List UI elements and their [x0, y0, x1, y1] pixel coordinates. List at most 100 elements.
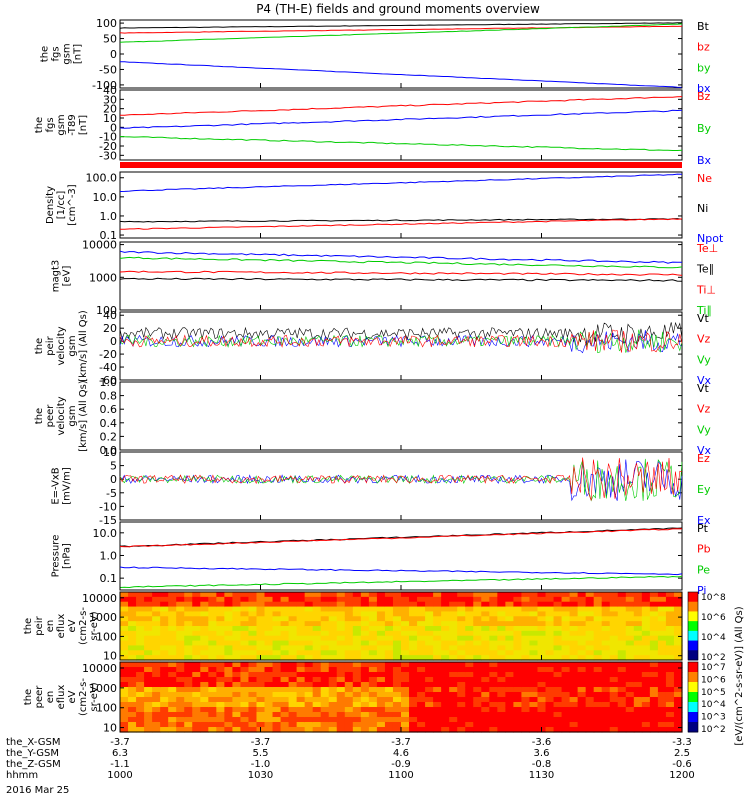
spec-cell	[216, 717, 225, 723]
spec-cell	[545, 682, 555, 688]
spec-cell	[465, 662, 474, 668]
spec-cell	[168, 606, 177, 613]
spec-cell	[168, 717, 177, 723]
spec-cell	[513, 702, 523, 708]
spec-cell	[144, 692, 153, 698]
spec-cell	[280, 635, 290, 642]
spec-cell	[256, 677, 266, 683]
y-axis-label-line: (cm2-s-	[78, 607, 89, 645]
spec-cell	[264, 630, 274, 637]
spec-cell	[304, 621, 314, 627]
spec-cell	[160, 727, 169, 733]
legend-Npot: Npot	[697, 232, 724, 245]
spec-cell	[529, 667, 539, 673]
spec-cell	[529, 606, 539, 613]
spec-cell	[176, 677, 185, 683]
spec-cell	[673, 601, 683, 608]
spec-cell	[457, 611, 466, 617]
spec-cell	[216, 640, 225, 647]
spec-cell	[128, 687, 137, 693]
spec-cell	[168, 672, 177, 678]
spec-cell	[168, 635, 177, 642]
spec-cell	[224, 630, 233, 637]
spec-cell	[344, 682, 354, 688]
spec-cell	[144, 592, 153, 598]
spec-cell	[633, 650, 643, 656]
spec-cell	[577, 611, 587, 617]
spec-cell	[288, 682, 298, 688]
spec-cell	[272, 692, 282, 698]
spec-cell	[344, 727, 354, 733]
spec-cell	[489, 592, 498, 598]
spec-cell	[481, 626, 490, 632]
spec-cell	[481, 596, 490, 603]
spec-cell	[320, 655, 330, 661]
spec-cell	[328, 677, 338, 683]
spec-cell	[328, 630, 338, 637]
spec-cell	[232, 697, 242, 703]
spec-cell	[569, 707, 579, 713]
spec-cell	[521, 717, 531, 723]
spec-cell	[392, 606, 402, 613]
spec-cell	[208, 655, 217, 661]
legend-By: By	[697, 122, 712, 135]
y-tick-label: 0	[110, 121, 117, 134]
spec-cell	[569, 596, 579, 603]
spec-cell	[248, 697, 258, 703]
spec-cell	[497, 667, 506, 673]
spec-cell	[168, 667, 177, 673]
spec-cell	[529, 621, 539, 627]
panels-group: 100500-50-100thefgsgsm[nT]Btbzbybx403020…	[23, 17, 745, 746]
spec-cell	[545, 611, 555, 617]
spec-cell	[224, 717, 233, 723]
spec-cell	[384, 655, 394, 661]
spec-cell	[649, 677, 659, 683]
spec-cell	[392, 727, 402, 733]
spec-cell	[144, 717, 153, 723]
y-tick-label: 10	[103, 650, 117, 663]
spec-cell	[401, 645, 410, 651]
spec-cell	[376, 601, 386, 608]
spec-cell	[152, 672, 161, 678]
spec-cell	[449, 635, 458, 642]
spec-cell	[649, 727, 659, 733]
spec-cell	[136, 717, 145, 723]
spec-cell	[537, 630, 547, 637]
spec-cell	[521, 712, 531, 718]
spec-cell	[120, 707, 129, 713]
spec-cell	[352, 596, 362, 603]
spec-cell	[417, 611, 426, 617]
spec-cell	[513, 635, 523, 642]
spec-cell	[312, 616, 322, 622]
spec-cell	[553, 616, 563, 622]
spec-cell	[152, 717, 161, 723]
spec-cell	[425, 697, 434, 703]
spec-cell	[288, 601, 298, 608]
spec-cell	[128, 692, 137, 698]
spec-cell	[256, 702, 266, 708]
spec-cell	[280, 697, 290, 703]
spec-cell	[633, 672, 643, 678]
spec-cell	[465, 697, 474, 703]
spec-cell	[609, 677, 619, 683]
spec-cell	[609, 635, 619, 642]
y-axis-label-line: peir	[34, 615, 45, 635]
spec-cell	[320, 677, 330, 683]
spec-cell	[601, 707, 611, 713]
spec-cell	[288, 630, 298, 637]
panel-peir_spec: 10^810^610^410^210000100010010thepeirene…	[23, 591, 726, 663]
spec-cell	[569, 697, 579, 703]
spec-cell	[200, 606, 209, 613]
spec-cell	[409, 655, 418, 661]
spec-cell	[312, 677, 322, 683]
spec-cell	[360, 606, 370, 613]
spec-cell	[176, 621, 185, 627]
spec-cell	[537, 645, 547, 651]
spec-cell	[481, 672, 490, 678]
spec-cell	[529, 697, 539, 703]
spec-cell	[264, 592, 274, 598]
spec-cell	[433, 650, 442, 656]
spec-cell	[264, 717, 274, 723]
spec-cell	[384, 606, 394, 613]
spec-cell	[489, 692, 498, 698]
